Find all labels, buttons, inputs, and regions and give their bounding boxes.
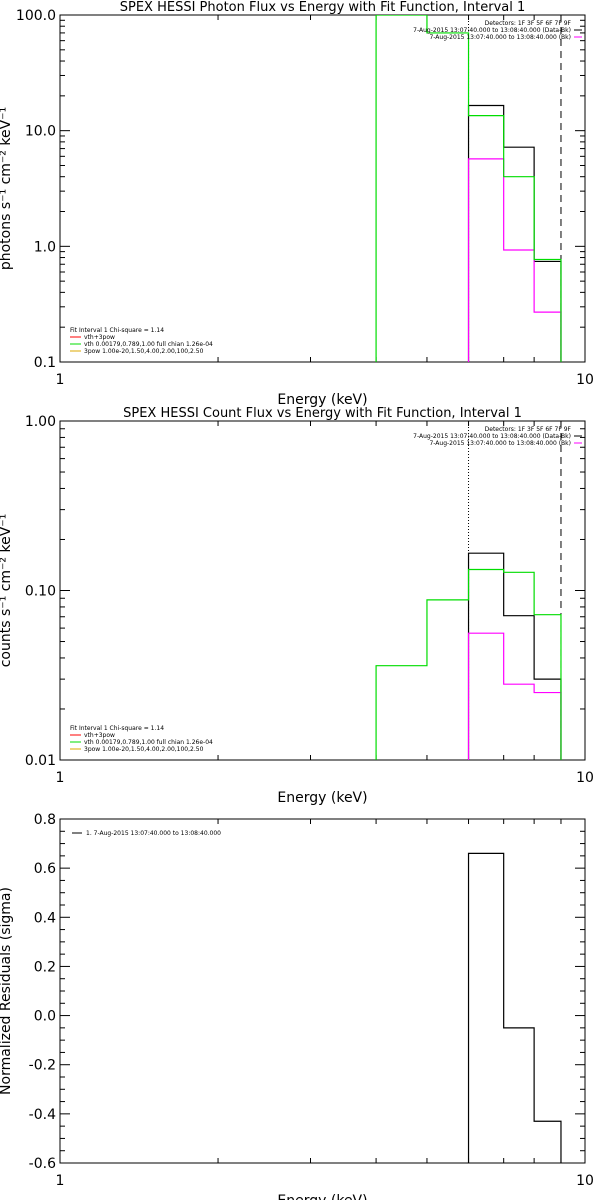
legend-header-line: 7-Aug-2015 13:07:40.000 to 13:08:40.000 … xyxy=(429,440,571,447)
y-tick-label: 100.0 xyxy=(16,8,56,24)
x-axis-label: Energy (keV) xyxy=(277,1193,367,1200)
fit-legend-line: 3pow 1.00e-20,1.50,4.00,2.00,100,2.50 xyxy=(84,746,204,753)
fit-legend-line: vth 0.00179,0.789,1.00 full chian 1.26e-… xyxy=(84,739,213,746)
series-2-histogram xyxy=(467,158,562,362)
y-axis-label: Normalized Residuals (sigma) xyxy=(0,887,14,1095)
legend-header-line: 7-Aug-2015 13:07:40.000 to 13:08:40.000 … xyxy=(413,433,571,440)
x-axis-label: Energy (keV) xyxy=(277,392,367,408)
chart-title: SPEX HESSI Count Flux vs Energy with Fit… xyxy=(123,406,522,421)
fit-legend-line: Fit Interval 1 Chi-square = 1.14 xyxy=(70,725,164,732)
y-tick-label: -0.6 xyxy=(29,1156,56,1172)
fit-legend-line: vth+3pow xyxy=(84,732,115,739)
fit-legend-line: vth 0.00179,0.789,1.00 full chian 1.26e-… xyxy=(84,341,213,348)
fit-legend-line: Fit Interval 1 Chi-square = 1.14 xyxy=(70,327,164,334)
x-tick-label: 1 xyxy=(56,770,65,786)
y-tick-label: 1.0 xyxy=(34,239,56,255)
plot-frame xyxy=(59,818,586,1164)
y-tick-label: 0.0 xyxy=(34,1009,56,1025)
y-tick-label: 0.4 xyxy=(34,910,56,926)
x-tick-label: 10 xyxy=(576,372,594,388)
x-tick-label: 1 xyxy=(56,372,65,388)
y-tick-label: 0.1 xyxy=(34,355,56,371)
chart-title: SPEX HESSI Photon Flux vs Energy with Fi… xyxy=(120,0,526,15)
chart-panel-2: SPEX HESSI Count Flux vs Energy with Fit… xyxy=(0,406,594,806)
y-axis-label: counts s⁻¹ cm⁻² keV⁻¹ xyxy=(0,514,14,668)
y-tick-label: 0.01 xyxy=(25,753,56,769)
legend-label: 1. 7-Aug-2015 13:07:40.000 to 13:08:40.0… xyxy=(86,830,221,837)
y-tick-label: -0.2 xyxy=(29,1058,56,1074)
series-1-histogram xyxy=(467,552,562,760)
y-tick-label: 1.00 xyxy=(25,414,56,430)
series-1-histogram xyxy=(467,104,562,362)
chart-panel-1: SPEX HESSI Photon Flux vs Energy with Fi… xyxy=(0,0,594,408)
legend-header-line: 7-Aug-2015 13:07:40.000 to 13:08:40.000 … xyxy=(429,34,571,41)
plot-frame xyxy=(59,420,586,761)
legend-header-line: Detectors: 1F 3F 5F 6F 7F 9F xyxy=(485,426,572,433)
x-tick-label: 1 xyxy=(56,1173,65,1189)
fit-legend-line: 3pow 1.00e-20,1.50,4.00,2.00,100,2.50 xyxy=(84,348,204,355)
series-1-histogram xyxy=(467,852,562,1163)
legend-header-line: 7-Aug-2015 13:07:40.000 to 13:08:40.000 … xyxy=(413,27,571,34)
y-tick-label: 0.6 xyxy=(34,861,56,877)
series-2-histogram xyxy=(467,632,562,760)
y-tick-label: 0.8 xyxy=(34,812,56,828)
series-3-histogram xyxy=(375,568,562,760)
x-axis-label: Energy (keV) xyxy=(277,790,367,806)
plot-frame xyxy=(59,14,586,363)
y-tick-label: 0.2 xyxy=(34,959,56,975)
x-tick-label: 10 xyxy=(576,770,594,786)
fit-legend-line: vth+3pow xyxy=(84,334,115,341)
y-tick-label: 10.0 xyxy=(25,124,56,140)
legend-header-line: Detectors: 1F 3F 5F 6F 7F 9F xyxy=(485,20,572,27)
y-tick-label: 0.10 xyxy=(25,584,56,600)
y-tick-label: -0.4 xyxy=(29,1107,56,1123)
y-axis-label: photons s⁻¹ cm⁻² keV⁻¹ xyxy=(0,107,14,270)
x-tick-label: 10 xyxy=(576,1173,594,1189)
chart-panel-3: 1 10 -0.6 -0.4 -0.2 0.0 0.2 0.4 0.6 0.8 Energy (ke… xyxy=(0,812,594,1200)
series-3-histogram xyxy=(375,15,562,362)
